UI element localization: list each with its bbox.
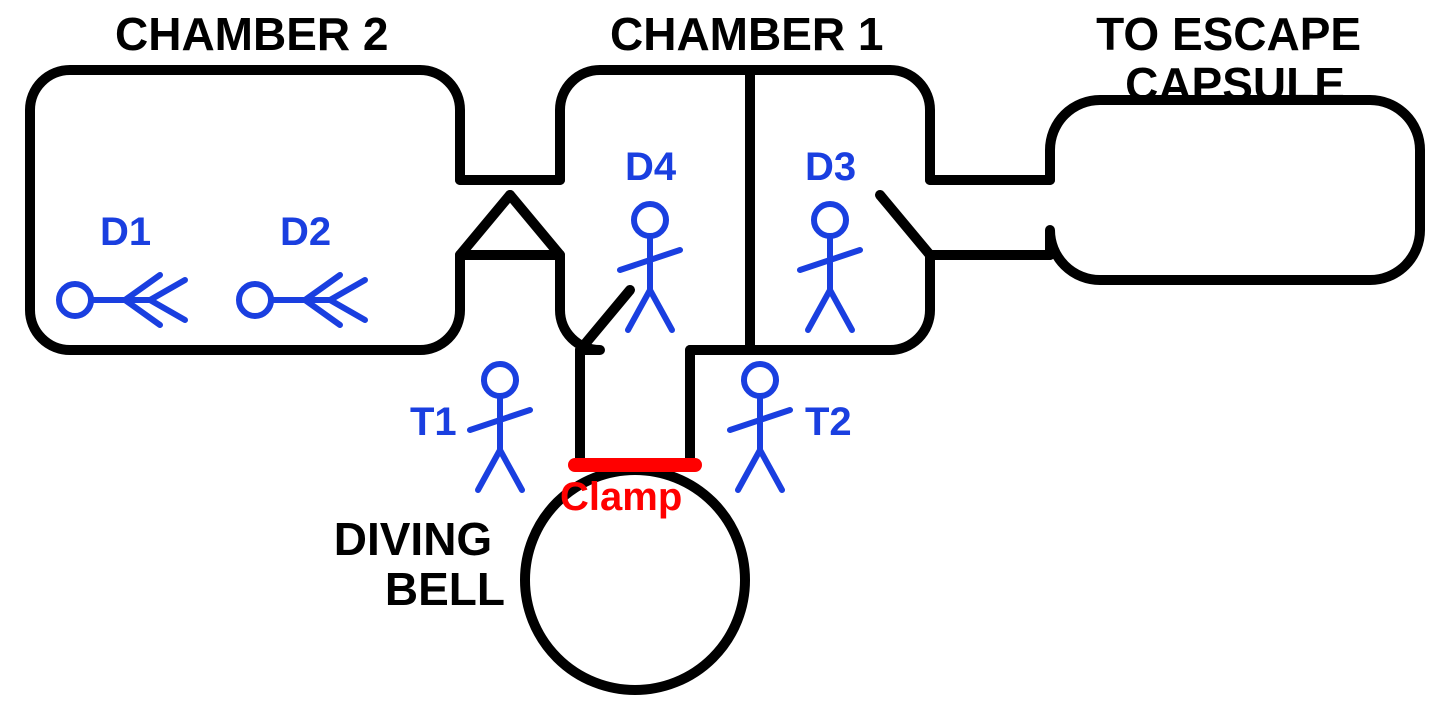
door-chamber1-left <box>510 195 560 255</box>
door-chamber2-right <box>460 195 510 255</box>
chamber2-outline <box>30 70 460 350</box>
connector-c1-escape <box>930 180 1050 255</box>
diver-d1 <box>59 275 185 325</box>
escape-capsule-outline <box>1050 100 1420 280</box>
diver-d4 <box>620 204 680 330</box>
diver-d3-label: D3 <box>805 145 856 189</box>
chamber2-title: CHAMBER 2 <box>115 8 388 60</box>
door-chamber1-right <box>880 195 930 255</box>
diver-d1-label: D1 <box>100 210 151 254</box>
diving-bell-label: DIVING BELL <box>334 513 505 615</box>
clamp-label: Clamp <box>560 475 682 519</box>
diver-d2-label: D2 <box>280 210 331 254</box>
diver-d4-label: D4 <box>625 145 677 189</box>
diver-d3 <box>800 204 860 330</box>
trunk-to-bell <box>580 350 690 460</box>
escape-title: TO ESCAPE CAPSULE <box>1096 8 1374 110</box>
door-trunk-top <box>580 290 630 350</box>
tender-t1-label: T1 <box>410 400 457 444</box>
tender-t1 <box>470 364 530 490</box>
chamber1-title: CHAMBER 1 <box>610 8 883 60</box>
tender-t2-label: T2 <box>805 400 852 444</box>
diver-d2 <box>239 275 365 325</box>
tender-t2 <box>730 364 790 490</box>
saturation-system-diagram: CHAMBER 2 CHAMBER 1 TO ESCAPE CAPSULE Cl… <box>0 0 1440 713</box>
